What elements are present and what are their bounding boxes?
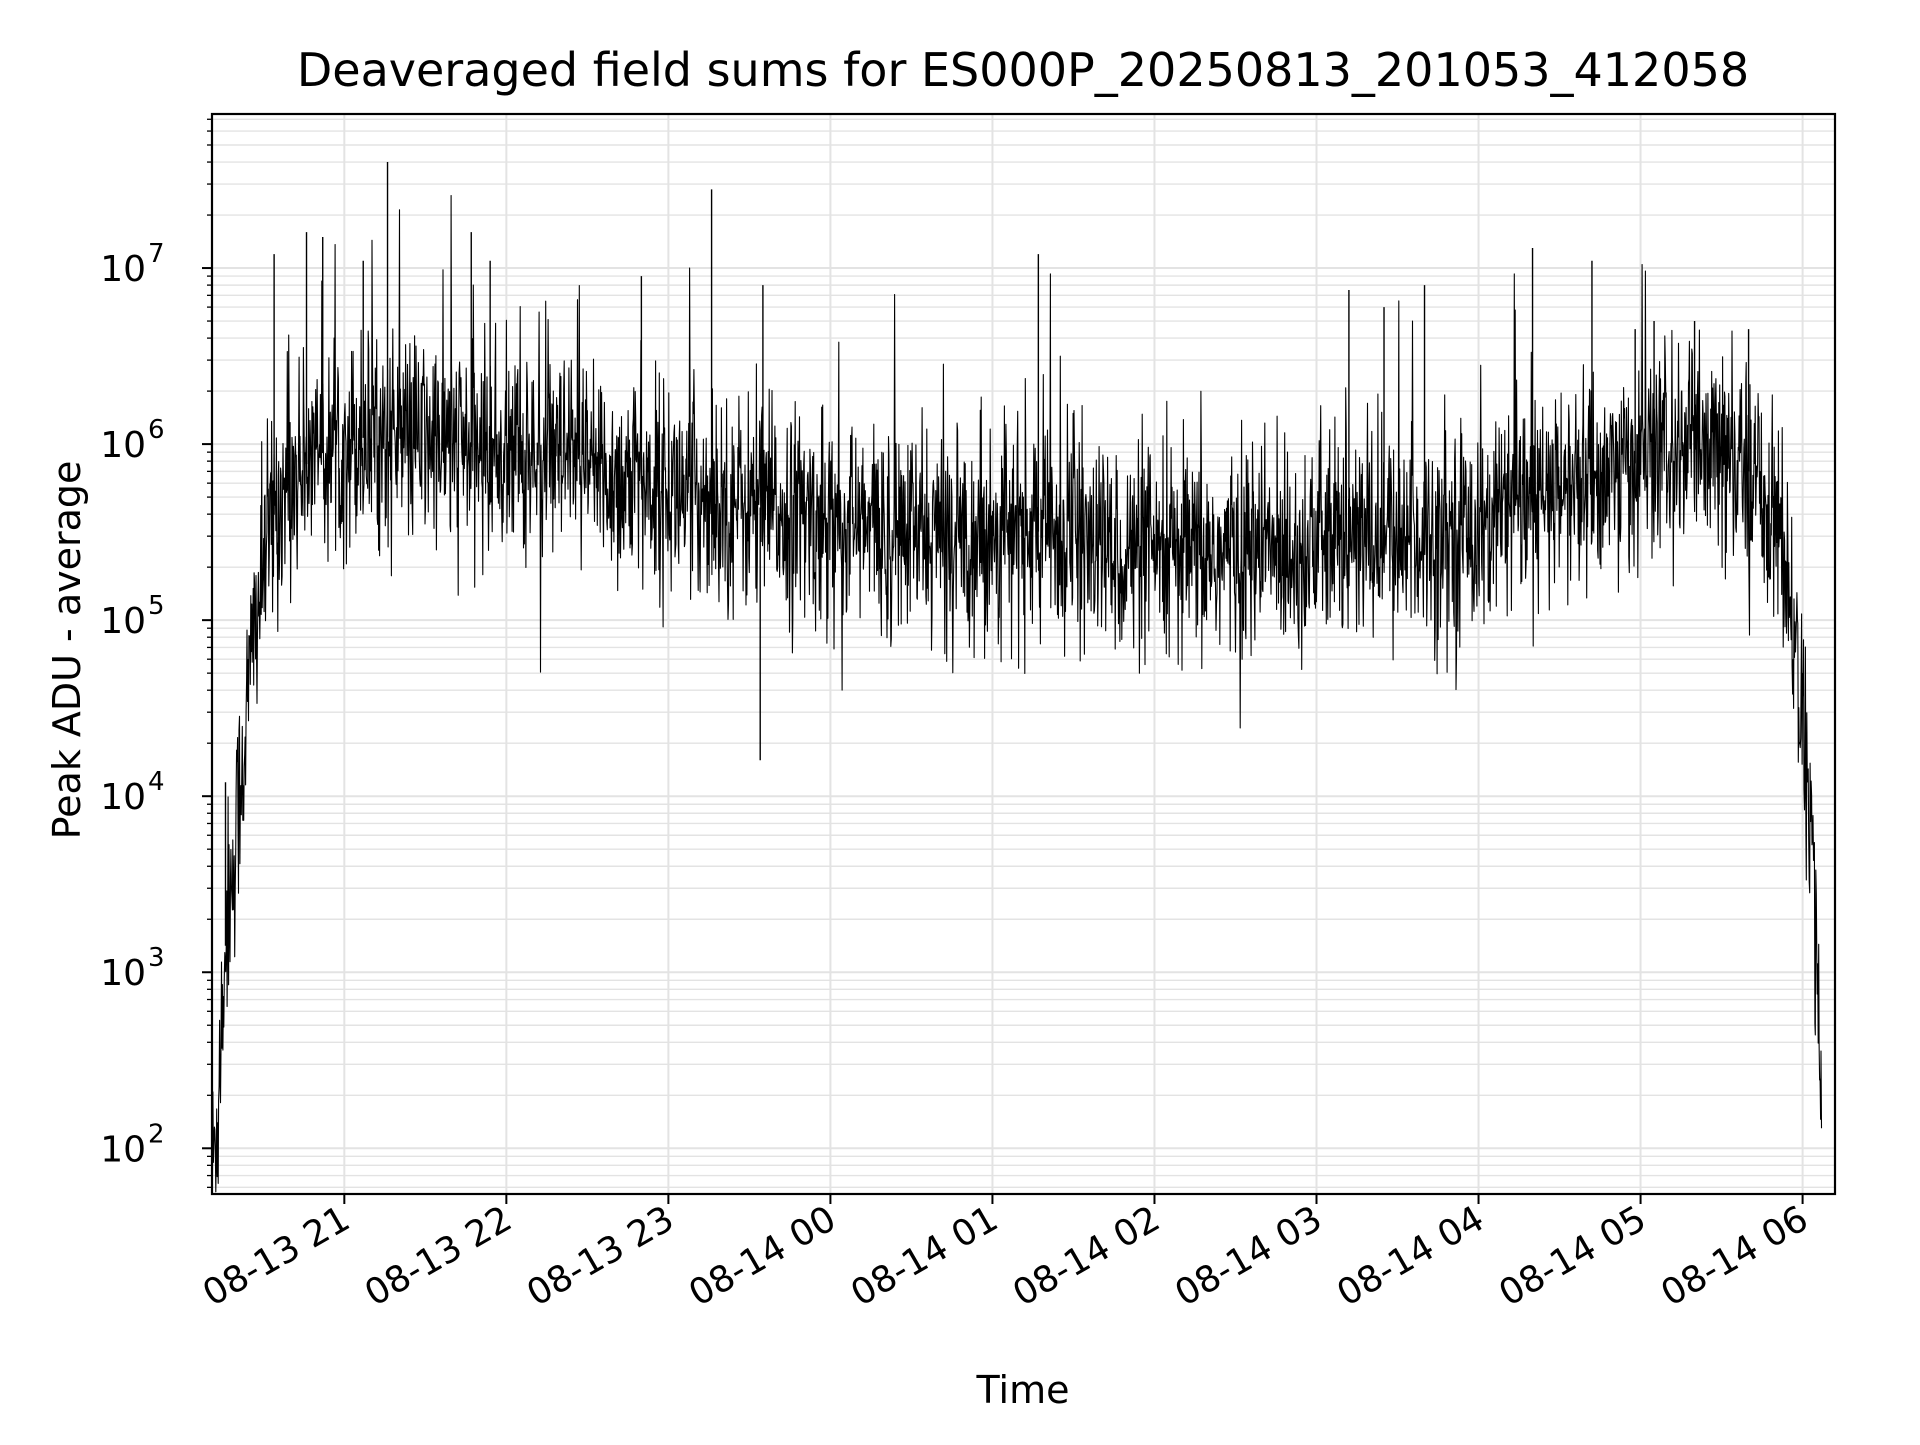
data-layer bbox=[211, 162, 1823, 1193]
y-tick-label: 10 bbox=[100, 425, 146, 466]
y-tick-exponent: 7 bbox=[148, 239, 165, 269]
series-line bbox=[211, 194, 1823, 1193]
y-tick-label: 10 bbox=[100, 601, 146, 642]
plot-frame bbox=[210, 112, 1837, 1196]
x-axis-label: Time bbox=[976, 1368, 1070, 1412]
y-tick-exponent: 6 bbox=[148, 415, 165, 445]
y-tick-label: 10 bbox=[100, 777, 146, 818]
y-tick-label: 10 bbox=[100, 1129, 146, 1170]
chart-title: Deaveraged field sums for ES000P_2025081… bbox=[297, 43, 1749, 97]
y-tick-exponent: 3 bbox=[148, 943, 165, 973]
y-axis-label: Peak ADU - average bbox=[45, 461, 89, 840]
y-tick-label: 10 bbox=[100, 249, 146, 290]
y-tick-exponent: 5 bbox=[148, 591, 165, 621]
y-tick-exponent: 2 bbox=[148, 1119, 165, 1149]
y-tick-exponent: 4 bbox=[148, 767, 165, 797]
y-tick-label: 10 bbox=[100, 953, 146, 994]
